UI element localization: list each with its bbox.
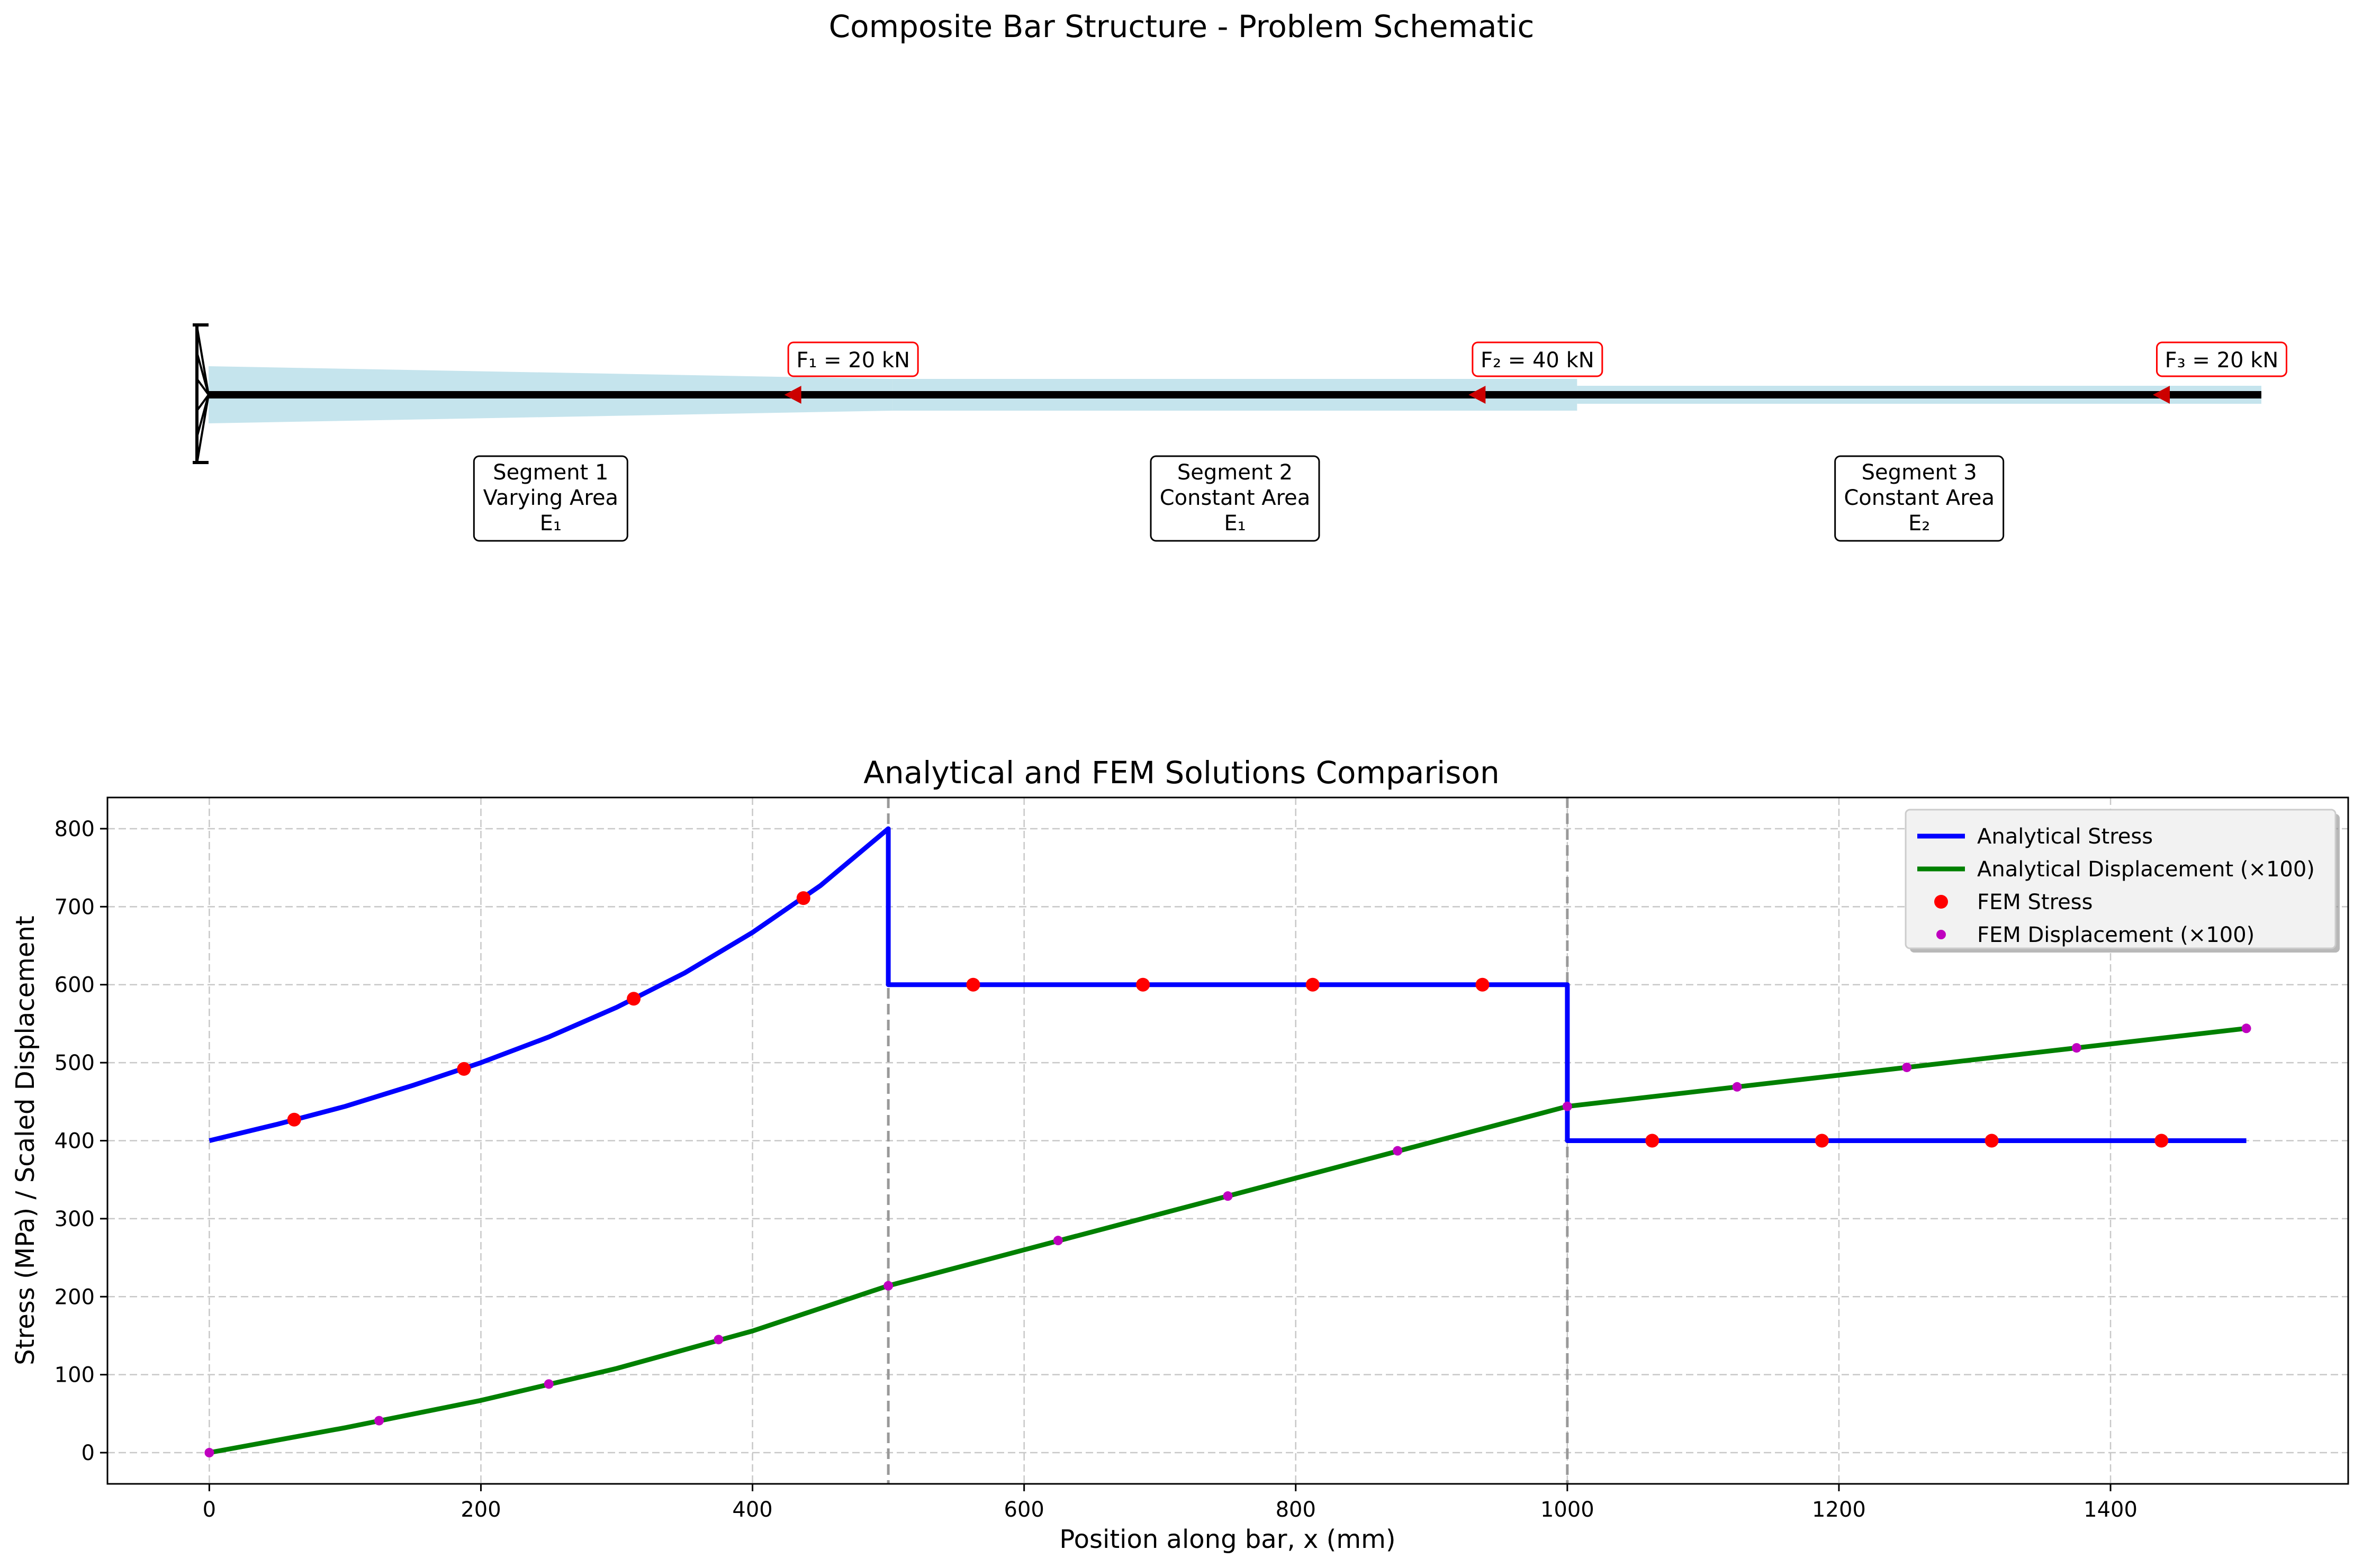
support-hatch — [196, 394, 210, 464]
segment-name: Segment 2 — [1177, 460, 1293, 485]
fem-displacement-point — [544, 1379, 554, 1389]
legend-label: Analytical Stress — [1977, 824, 2153, 849]
series-1 — [209, 1026, 2247, 1455]
analytical-displacement-line — [209, 1026, 2247, 1455]
force-arrowhead — [784, 386, 801, 404]
legend-swatch-marker — [1934, 895, 1948, 909]
series-2 — [287, 891, 2169, 1148]
force-label: F₃ = 20 kN — [2165, 348, 2279, 373]
fem-displacement-point — [1053, 1236, 1063, 1246]
fem-displacement-point — [1393, 1146, 1403, 1156]
fem-displacement-point — [1902, 1062, 1912, 1072]
comparison-chart: Analytical and FEM Solutions Comparison … — [11, 755, 2349, 1554]
legend-swatch-marker — [1936, 930, 1946, 939]
fem-stress-point — [2154, 1134, 2169, 1148]
fem-displacement-point — [204, 1448, 214, 1458]
force-3: F₃ = 20 kN — [2153, 341, 2287, 404]
schematic-title: Composite Bar Structure - Problem Schema… — [829, 8, 1535, 44]
fem-stress-point — [1136, 977, 1150, 992]
fem-displacement-point — [1562, 1101, 1572, 1111]
segment-area: Varying Area — [483, 486, 619, 510]
segment-name: Segment 1 — [493, 460, 608, 485]
fem-stress-point — [966, 977, 980, 992]
force-label: F₂ = 40 kN — [1481, 348, 1594, 373]
force-label-box — [1472, 341, 1603, 377]
x-tick-label: 1400 — [2084, 1498, 2137, 1522]
y-tick-label: 0 — [82, 1441, 95, 1465]
segment-area: Constant Area — [1844, 486, 1995, 510]
y-tick-label: 700 — [55, 895, 95, 919]
x-tick-label: 600 — [1004, 1498, 1044, 1522]
fem-displacement-point — [883, 1281, 894, 1291]
schematic-panel: Composite Bar Structure - Problem Schema… — [193, 8, 2287, 542]
support-hatch — [196, 325, 210, 395]
x-tick-label: 1200 — [1812, 1498, 1866, 1522]
x-tick-label: 200 — [461, 1498, 501, 1522]
y-tick-label: 500 — [55, 1051, 95, 1075]
axis-ticks: 0 200 400 600 800 1000 1200 1400 0 100 200 300 400 50… — [55, 817, 2137, 1522]
force-label-box — [787, 341, 919, 377]
fem-stress-point — [627, 992, 641, 1006]
force-arrowhead — [1468, 386, 1486, 404]
segment-modulus: E₂ — [1908, 511, 1930, 536]
force-label-box — [2156, 341, 2287, 377]
segment-label-box — [1834, 455, 2005, 542]
fem-stress-point — [1985, 1134, 1999, 1148]
segment-modulus: E₁ — [540, 511, 562, 536]
fem-displacement-point — [1223, 1191, 1233, 1201]
fem-stress-point — [1475, 977, 1490, 992]
y-tick-label: 800 — [55, 817, 95, 841]
force-1: F₁ = 20 kN — [784, 341, 919, 404]
segment-label-box — [1150, 455, 1320, 542]
segment-name: Segment 3 — [1862, 460, 1977, 485]
legend: Analytical Stress Analytical Displacement… — [1905, 809, 2340, 953]
fem-displacement-point — [1732, 1082, 1742, 1092]
force-arrowhead — [2153, 386, 2170, 404]
legend-label: Analytical Displacement (×100) — [1977, 857, 2315, 882]
force-label: F₁ = 20 kN — [796, 348, 910, 373]
fem-stress-point — [1645, 1134, 1659, 1148]
x-tick-label: 400 — [732, 1498, 772, 1522]
fixed-support — [193, 323, 210, 464]
legend-label: FEM Displacement (×100) — [1977, 923, 2254, 947]
legend-label: FEM Stress — [1977, 890, 2093, 914]
x-axis-label: Position along bar, x (mm) — [1059, 1525, 1395, 1554]
y-tick-label: 600 — [55, 973, 95, 998]
series-3 — [204, 1023, 2251, 1458]
x-tick-label: 800 — [1276, 1498, 1316, 1522]
y-tick-label: 300 — [55, 1207, 95, 1231]
x-tick-label: 0 — [203, 1498, 216, 1522]
segment-area: Constant Area — [1160, 486, 1311, 510]
fem-stress-point — [796, 891, 810, 905]
schematic-drawing: F₁ = 20 kN F₂ = 40 kN F₃ = 20 kN Segment 1V… — [193, 323, 2287, 542]
analytical-stress-line — [209, 826, 2247, 1143]
chart-title: Analytical and FEM Solutions Comparison — [863, 755, 1500, 791]
fem-displacement-point — [714, 1335, 724, 1345]
force-2: F₂ = 40 kN — [1468, 341, 1603, 404]
y-tick-label: 400 — [55, 1129, 95, 1154]
fem-stress-point — [1815, 1134, 1829, 1148]
y-axis-label: Stress (MPa) / Scaled Displacement — [11, 916, 40, 1365]
series — [204, 826, 2251, 1458]
fem-displacement-point — [2241, 1023, 2251, 1034]
series-0 — [209, 826, 2247, 1143]
x-tick-label: 1000 — [1540, 1498, 1594, 1522]
legend-box — [1905, 809, 2337, 949]
fem-displacement-point — [374, 1416, 384, 1426]
fem-stress-point — [457, 1062, 471, 1076]
support-hatch — [196, 378, 210, 396]
support-hatch — [196, 352, 210, 395]
segment-modulus: E₁ — [1224, 511, 1246, 536]
segment-label-box — [473, 455, 628, 542]
support-hatch — [196, 394, 210, 412]
fem-stress-point — [1305, 977, 1320, 992]
y-tick-label: 100 — [55, 1363, 95, 1388]
fem-stress-point — [287, 1112, 301, 1127]
fem-displacement-point — [2071, 1043, 2081, 1053]
y-tick-label: 200 — [55, 1285, 95, 1309]
